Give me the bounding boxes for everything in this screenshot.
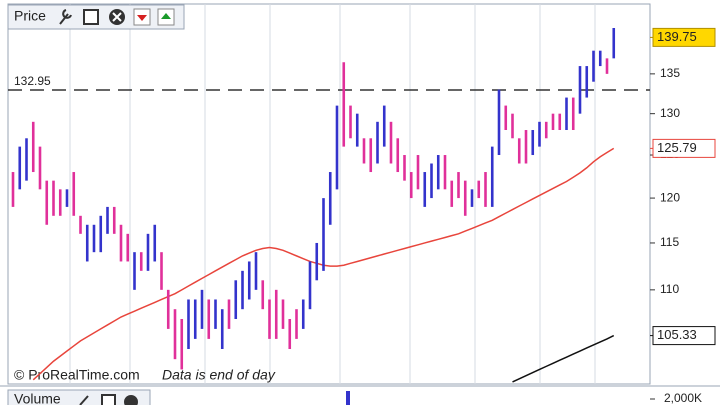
volume-title: Volume xyxy=(14,391,61,405)
credit: © ProRealTime.com xyxy=(14,367,140,383)
last-price: 139.75 xyxy=(657,29,697,44)
note: Data is end of day xyxy=(162,367,276,383)
close-icon[interactable] xyxy=(124,395,138,405)
y-tick-label: 135 xyxy=(660,66,680,80)
volume-tick-label: 2,000K xyxy=(664,391,702,405)
panel-header: Price xyxy=(7,4,185,30)
y-tick-label: 110 xyxy=(660,282,679,296)
y-tick-label: 120 xyxy=(660,190,680,204)
panel-title: Price xyxy=(14,8,46,24)
settings-icon[interactable] xyxy=(59,9,72,25)
settings-icon[interactable] xyxy=(79,395,89,405)
window-icon[interactable] xyxy=(101,394,116,405)
line-value: 105.33 xyxy=(657,327,697,342)
volume-bar-partial xyxy=(346,391,350,405)
moving-average xyxy=(512,334,615,383)
line-value: 125.79 xyxy=(657,140,697,155)
window-icon[interactable] xyxy=(83,9,99,25)
close-x xyxy=(112,12,122,22)
up-arrow xyxy=(161,13,171,19)
y-tick-label: 130 xyxy=(660,106,680,120)
price-line-label: 132.95 xyxy=(14,74,51,88)
y-tick-label: 115 xyxy=(660,235,679,249)
down-arrow xyxy=(137,15,147,21)
